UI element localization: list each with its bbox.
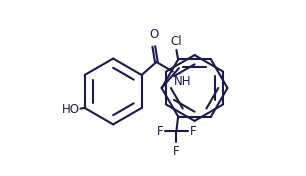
Text: F: F — [173, 144, 180, 158]
Text: F: F — [157, 125, 163, 138]
Text: F: F — [189, 125, 196, 138]
Text: HO: HO — [62, 103, 80, 116]
Text: NH: NH — [174, 75, 191, 88]
Text: Cl: Cl — [170, 35, 182, 48]
Text: O: O — [149, 28, 159, 41]
